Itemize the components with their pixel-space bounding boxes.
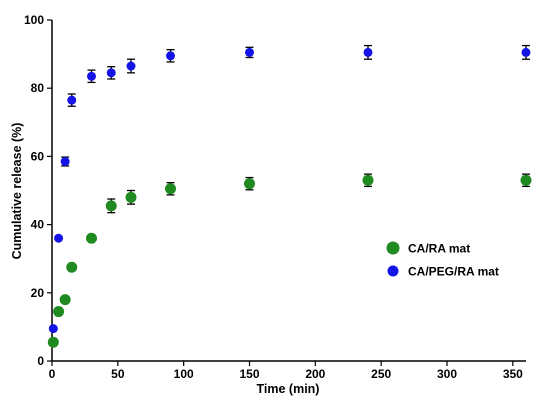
- legend: CA/RA mat CA/PEG/RA mat: [386, 241, 499, 279]
- data-point: [166, 51, 175, 61]
- data-point: [47, 336, 59, 348]
- data-point: [59, 294, 71, 306]
- y-tick-label: 0: [37, 354, 44, 368]
- y-tick-label: 80: [31, 81, 45, 95]
- series-2: [48, 44, 531, 334]
- data-point: [521, 47, 531, 57]
- data-point: [48, 324, 58, 334]
- y-tick-label: 100: [24, 13, 44, 27]
- legend-marker: [387, 265, 399, 277]
- data-point: [87, 71, 96, 81]
- y-tick-label: 40: [31, 218, 45, 232]
- data-point: [126, 61, 136, 71]
- y-tick-label: 20: [31, 286, 45, 300]
- data-point: [245, 47, 254, 57]
- x-tick-label: 100: [174, 367, 194, 381]
- data-point: [106, 68, 116, 78]
- data-point: [165, 183, 176, 195]
- data-point: [244, 178, 255, 190]
- data-point: [86, 232, 97, 244]
- legend-label: CA/PEG/RA mat: [408, 265, 499, 279]
- x-tick-label: 200: [305, 367, 325, 381]
- series-1: [47, 173, 532, 348]
- x-tick-label: 0: [49, 367, 56, 381]
- data-point: [363, 47, 373, 57]
- x-tick-label: 150: [239, 367, 259, 381]
- data-point: [520, 174, 532, 186]
- legend-label: CA/RA mat: [408, 242, 470, 256]
- plot-area: [47, 44, 532, 348]
- data-point: [362, 174, 374, 186]
- x-tick-label: 50: [111, 367, 125, 381]
- data-point: [67, 95, 77, 105]
- axes: 0 50 100 150 200 250 300 350 0 20 40 60 80 100: [24, 13, 526, 381]
- data-point: [54, 233, 64, 243]
- data-point: [53, 306, 65, 318]
- data-point: [105, 200, 117, 212]
- data-point: [66, 261, 78, 273]
- y-axis-title: Cumulative release (%): [10, 123, 24, 260]
- x-tick-label: 250: [371, 367, 391, 381]
- x-tick-label: 300: [437, 367, 457, 381]
- y-tick-label: 60: [31, 149, 45, 163]
- data-point: [60, 157, 70, 167]
- x-tick-label: 350: [503, 367, 523, 381]
- data-point: [125, 191, 137, 203]
- x-axis-title: Time (min): [257, 382, 320, 396]
- legend-marker: [386, 241, 400, 255]
